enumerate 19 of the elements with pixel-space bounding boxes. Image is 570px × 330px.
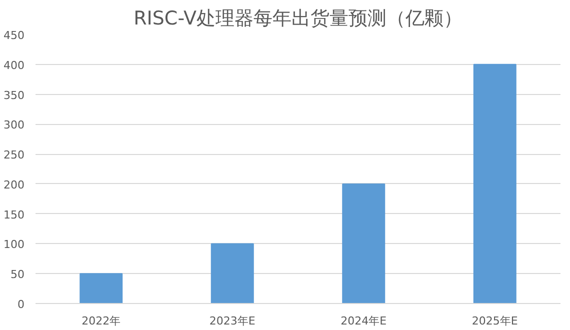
x-tick-label: 2022年 bbox=[82, 314, 121, 328]
x-tick-label: 2025年E bbox=[472, 314, 518, 328]
y-tick-label: 450 bbox=[4, 29, 25, 42]
y-tick-label: 50 bbox=[10, 268, 25, 282]
y-tick-label: 300 bbox=[4, 118, 25, 132]
y-tick-label: 350 bbox=[4, 88, 25, 102]
x-tick-label: 2024年E bbox=[340, 314, 387, 328]
y-tick-label: 250 bbox=[4, 148, 25, 162]
bar bbox=[210, 243, 254, 304]
y-tick-label: 400 bbox=[4, 58, 25, 72]
y-tick-label: 150 bbox=[4, 208, 25, 222]
y-tick-label: 0 bbox=[18, 298, 24, 311]
x-tick-label: 2023年E bbox=[209, 314, 256, 328]
y-tick-label: 200 bbox=[4, 178, 25, 192]
chart-title: RISC-V处理器每年出货量预测（亿颗） bbox=[134, 8, 462, 30]
bar bbox=[342, 183, 386, 304]
bar bbox=[80, 273, 123, 304]
y-tick-label: 100 bbox=[4, 238, 25, 252]
bar bbox=[473, 64, 516, 304]
